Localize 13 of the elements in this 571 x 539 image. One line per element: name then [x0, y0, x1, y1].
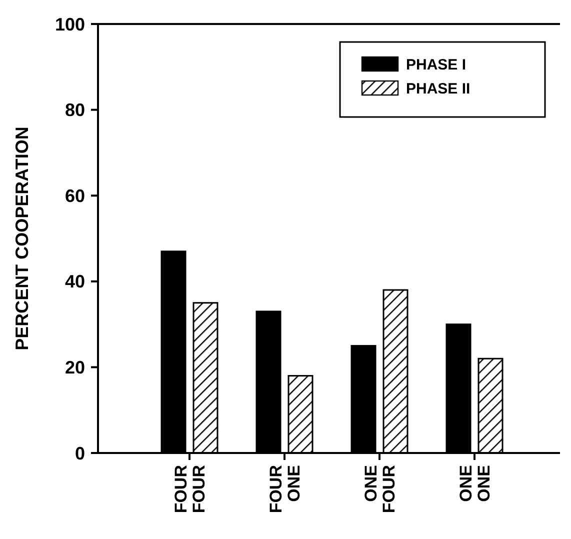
- y-tick-label: 80: [64, 100, 85, 120]
- y-tick-label: 0: [74, 443, 85, 464]
- x-tick-label: ONE ONE: [456, 465, 494, 502]
- x-tick-label: FOUR FOUR: [172, 465, 208, 514]
- x-tick-label: FOUR ONE: [266, 465, 304, 514]
- legend-label: PHASE II: [406, 80, 470, 98]
- legend-label: PHASE I: [406, 56, 466, 74]
- y-tick-label: 100: [54, 14, 85, 34]
- y-axis-title: PERCENT COOPERATION: [12, 126, 32, 350]
- x-tick-label: ONE FOUR: [362, 465, 398, 514]
- y-tick-label: 40: [64, 272, 85, 292]
- y-tick-label: 20: [64, 358, 85, 378]
- y-tick-label: 60: [64, 186, 85, 206]
